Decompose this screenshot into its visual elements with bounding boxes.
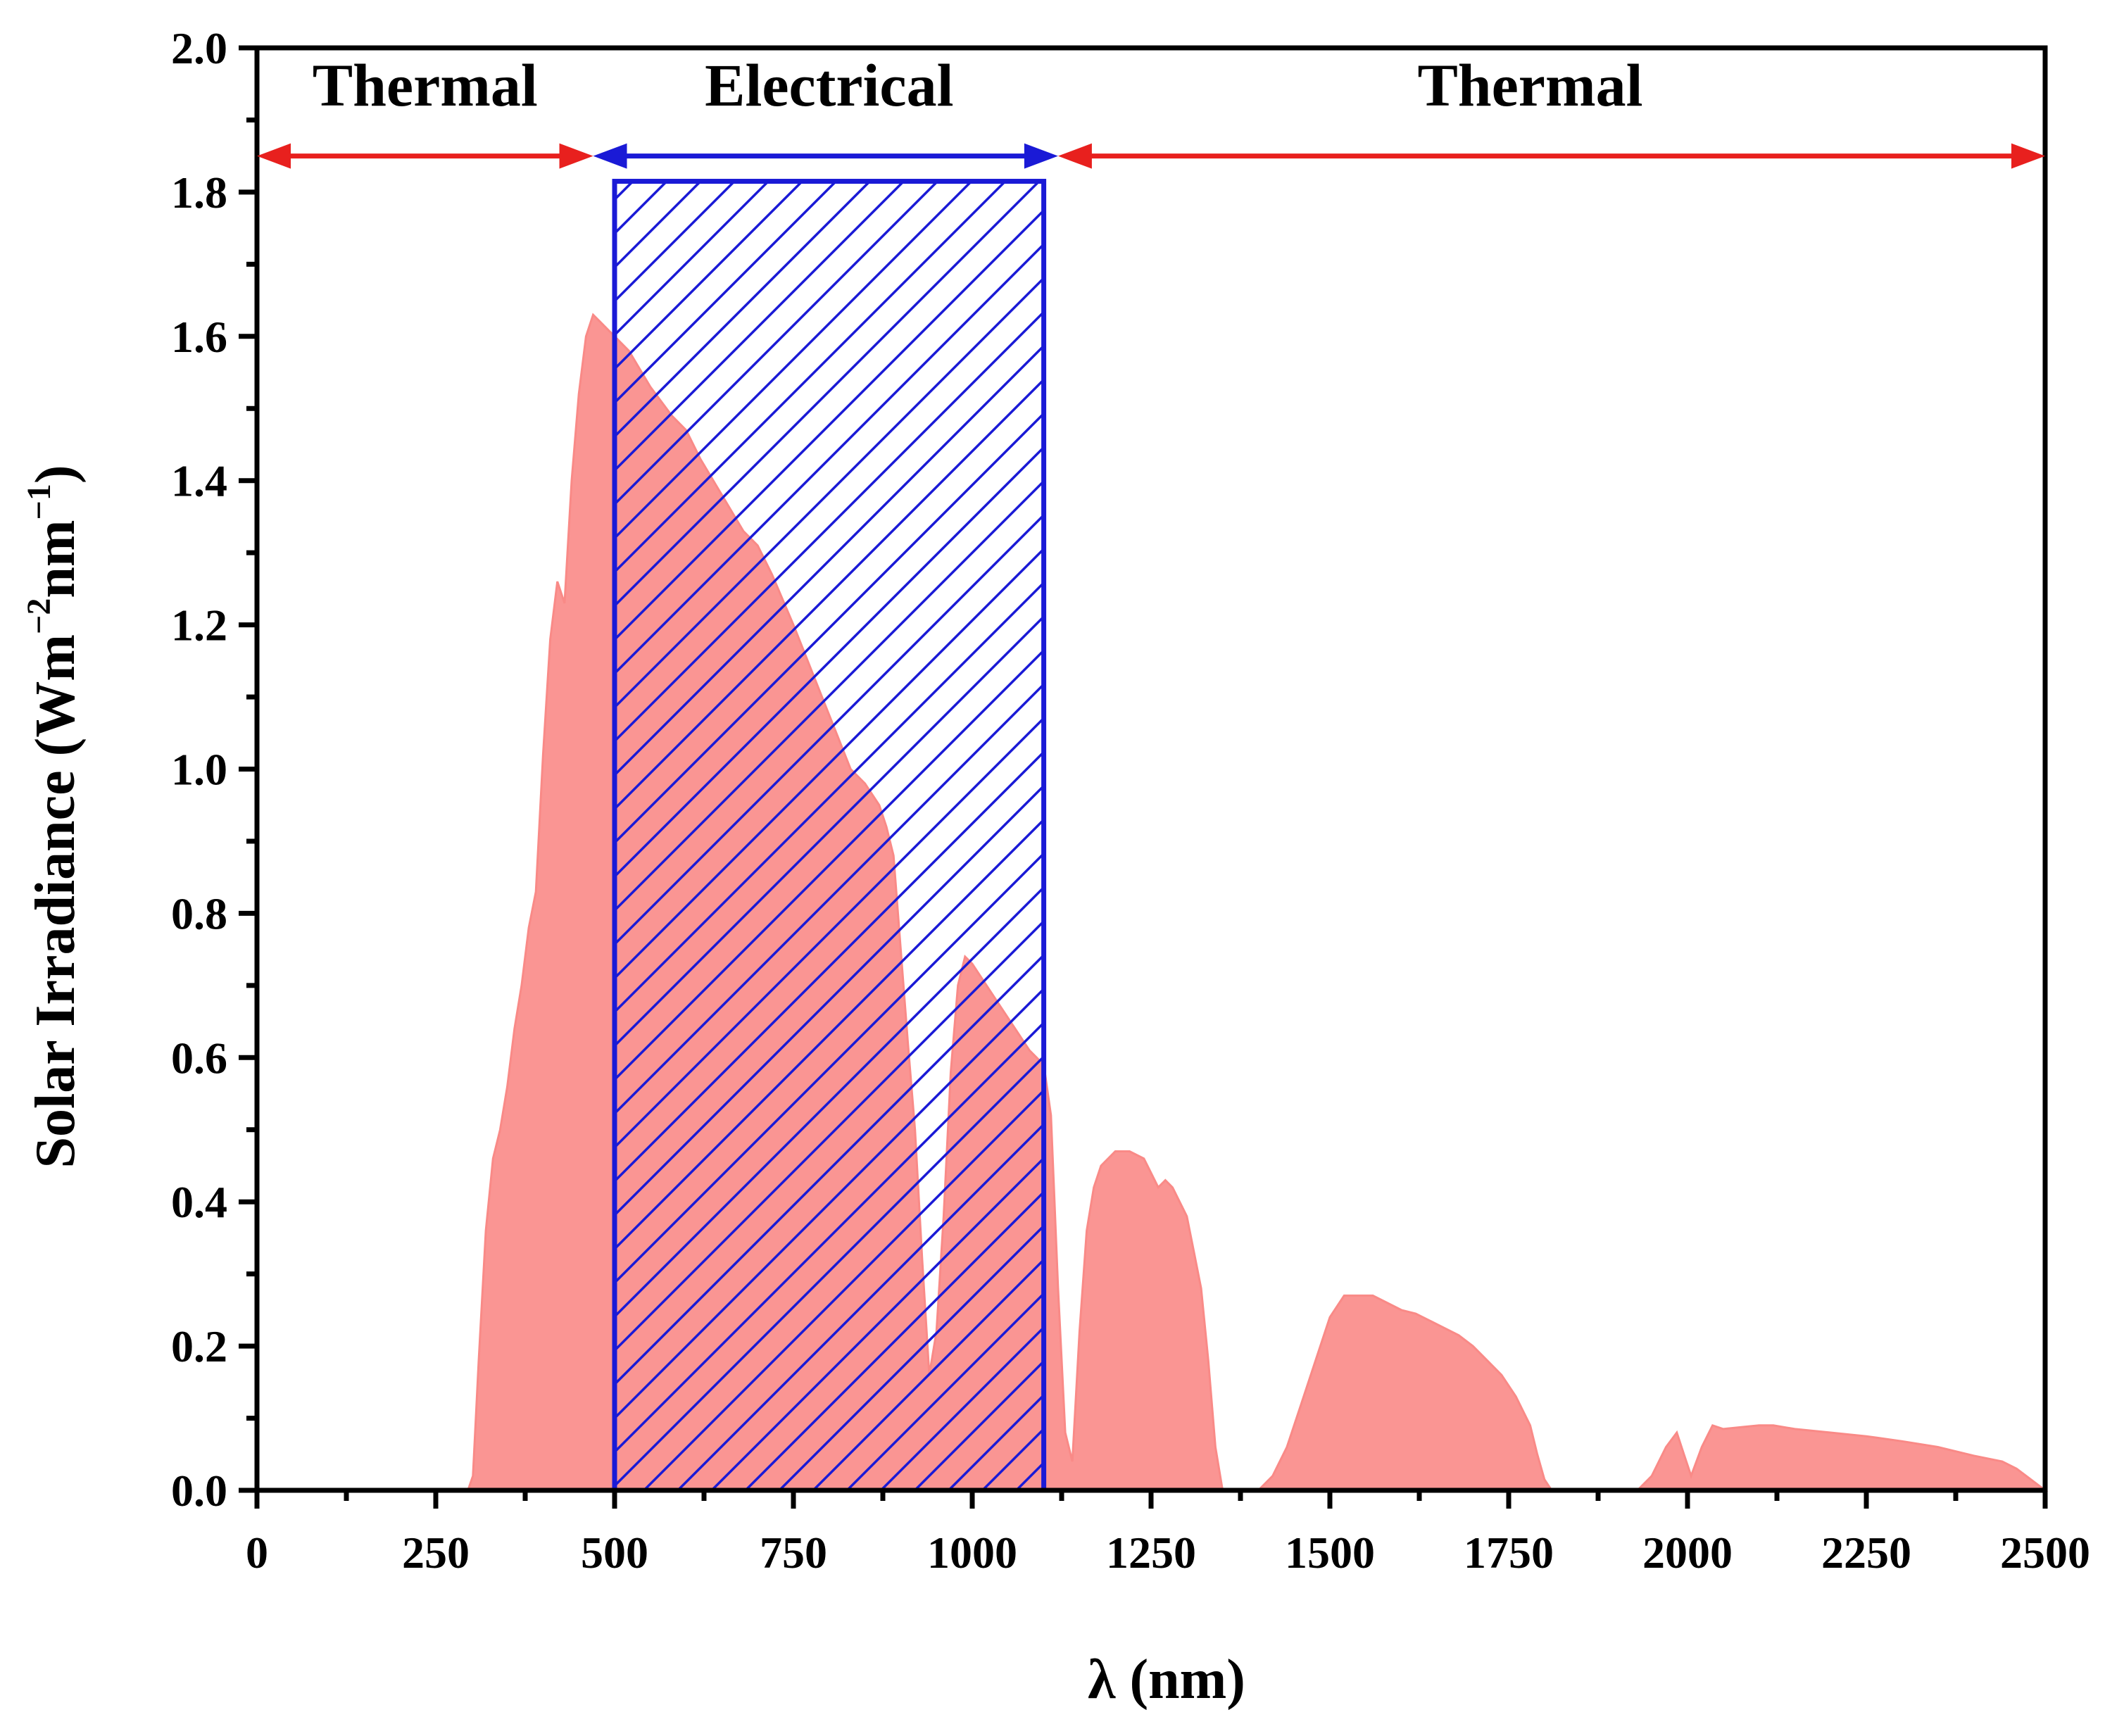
y-tick-label: 0.6 bbox=[171, 1033, 227, 1083]
y-tick-label: 0.4 bbox=[171, 1177, 227, 1227]
band-label-2: Thermal bbox=[1417, 51, 1642, 119]
x-axis-title: λ (nm) bbox=[1088, 1649, 1245, 1711]
x-tick-label: 2250 bbox=[1821, 1528, 1911, 1578]
band-label-0: Thermal bbox=[313, 51, 538, 119]
y-axis-title-exp2: −1 bbox=[20, 484, 58, 520]
y-tick-label: 0.0 bbox=[171, 1466, 227, 1516]
x-tick-label: 2000 bbox=[1642, 1528, 1733, 1578]
y-axis-title: Solar Irradiance (Wm−2nm−1) bbox=[20, 465, 87, 1169]
y-tick-label: 1.2 bbox=[171, 600, 227, 650]
y-tick-label: 1.0 bbox=[171, 745, 227, 795]
band-arrow-head-left-1 bbox=[593, 143, 627, 169]
band-arrow-head-right-0 bbox=[559, 143, 593, 169]
band-arrow-head-left-2 bbox=[1057, 143, 1092, 169]
y-tick-label: 0.2 bbox=[171, 1321, 227, 1371]
x-tick-label: 500 bbox=[581, 1528, 648, 1578]
band-arrow-head-right-1 bbox=[1024, 143, 1058, 169]
electrical-hatch-fill bbox=[615, 181, 1044, 1491]
y-axis-title-prefix: Solar Irradiance (Wm bbox=[25, 634, 87, 1168]
band-arrow-head-left-0 bbox=[257, 143, 291, 169]
y-tick-label: 1.6 bbox=[171, 312, 227, 362]
x-tick-label: 750 bbox=[760, 1528, 827, 1578]
band-arrow-head-right-2 bbox=[2011, 143, 2045, 169]
y-tick-label: 0.8 bbox=[171, 888, 227, 938]
y-axis-title-suffix: ) bbox=[25, 465, 87, 484]
y-tick-label: 1.4 bbox=[171, 456, 227, 506]
x-tick-label: 1500 bbox=[1285, 1528, 1375, 1578]
y-tick-label: 1.8 bbox=[171, 168, 227, 218]
x-tick-label: 0 bbox=[246, 1528, 268, 1578]
x-tick-label: 1750 bbox=[1464, 1528, 1554, 1578]
x-tick-label: 2500 bbox=[2000, 1528, 2090, 1578]
y-tick-label: 2.0 bbox=[171, 23, 227, 73]
y-axis-title-middle: nm bbox=[25, 520, 87, 598]
y-axis-title-exp1: −2 bbox=[20, 598, 58, 634]
band-label-1: Electrical bbox=[705, 51, 953, 119]
spectrum-area-series-0 bbox=[257, 313, 2049, 1492]
x-tick-label: 1000 bbox=[927, 1528, 1017, 1578]
x-tick-label: 250 bbox=[402, 1528, 470, 1578]
x-tick-label: 1250 bbox=[1106, 1528, 1196, 1578]
